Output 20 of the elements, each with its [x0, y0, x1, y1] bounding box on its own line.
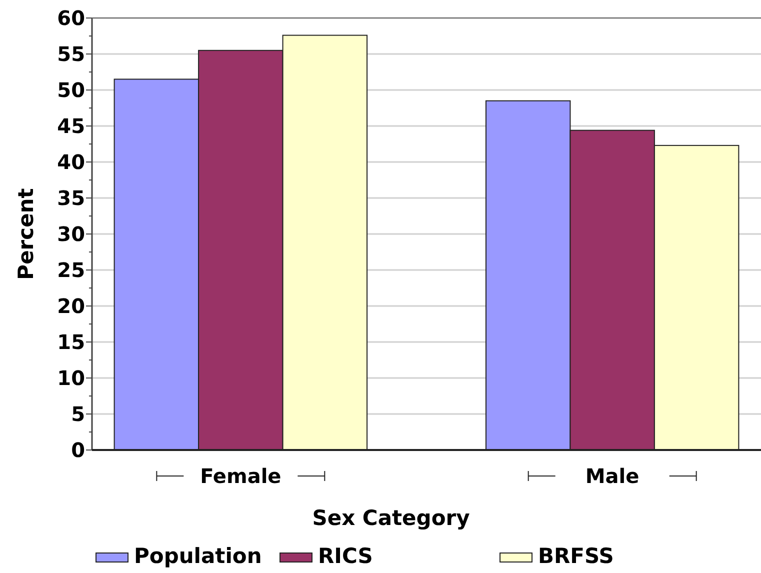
y-tick-label: 50 — [57, 78, 85, 102]
y-tick-label: 25 — [57, 258, 85, 282]
legend-label: RICS — [318, 544, 373, 568]
x-axis-title: Sex Category — [312, 506, 470, 530]
y-tick-label: 40 — [57, 150, 85, 174]
y-tick-label: 0 — [71, 438, 85, 462]
y-tick-label: 55 — [57, 42, 85, 66]
y-tick-label: 35 — [57, 186, 85, 210]
y-tick-label: 15 — [57, 330, 85, 354]
y-axis-title: Percent — [14, 188, 38, 280]
x-tick-label: Male — [585, 464, 640, 488]
y-tick-label: 10 — [57, 366, 85, 390]
y-tick-label: 30 — [57, 222, 85, 246]
y-tick-label: 60 — [57, 6, 85, 30]
x-tick-label: Female — [200, 464, 282, 488]
y-tick-label: 5 — [71, 402, 85, 426]
y-tick-label: 20 — [57, 294, 85, 318]
legend-label: BRFSS — [538, 544, 614, 568]
y-tick-label: 45 — [57, 114, 85, 138]
legend-label: Population — [134, 544, 262, 568]
